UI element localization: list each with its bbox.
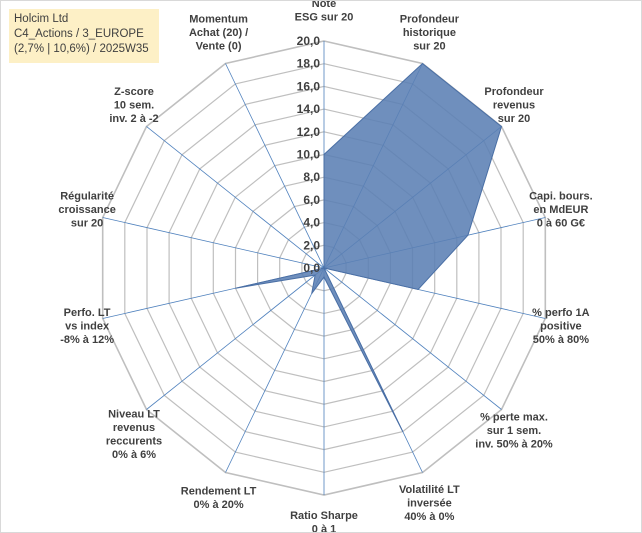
tick-label: 2,0 bbox=[303, 238, 320, 252]
axis-spoke bbox=[102, 217, 325, 269]
axis-spoke bbox=[225, 267, 325, 473]
axis-label: Note ESG sur 20 bbox=[295, 1, 354, 24]
tick-label: 4,0 bbox=[303, 216, 320, 230]
info-box: Holcim Ltd C4_Actions / 3_EUROPE (2,7% |… bbox=[9, 9, 159, 63]
axis-label: Perfo. LT vs index -8% à 12% bbox=[60, 307, 114, 346]
tick-label: 0,0 bbox=[303, 261, 320, 275]
period-label: (2,7% | 10,6%) / 2025W35 bbox=[14, 43, 149, 55]
tick-label: 12,0 bbox=[297, 125, 321, 139]
tick-label: 10,0 bbox=[297, 148, 321, 162]
tick-label: 8,0 bbox=[303, 170, 320, 184]
axis-label: Profondeur historique sur 20 bbox=[400, 13, 460, 52]
axis-spoke bbox=[146, 126, 325, 269]
axis-label: Profondeur revenus sur 20 bbox=[484, 86, 544, 125]
tick-label: 14,0 bbox=[297, 102, 321, 116]
company-name: Holcim Ltd bbox=[14, 13, 69, 25]
axis-label: % perfo 1A positive 50% à 80% bbox=[532, 307, 590, 346]
axis-label: Ratio Sharpe 0 à 1 bbox=[290, 510, 358, 533]
tick-label: 18,0 bbox=[297, 57, 321, 71]
series-area bbox=[235, 62, 503, 432]
axis-label: Momentum Achat (20) / Vente (0) bbox=[189, 13, 248, 52]
axis-spoke bbox=[146, 267, 325, 410]
category-label: C4_Actions / 3_EUROPE bbox=[14, 28, 144, 40]
tick-label: 20,0 bbox=[297, 34, 321, 48]
axis-label: Z-score 10 sem. inv. 2 à -2 bbox=[109, 86, 158, 125]
tick-label: 16,0 bbox=[297, 79, 321, 93]
axis-spoke bbox=[323, 267, 502, 410]
axis-label: Régularité croissance sur 20 bbox=[58, 191, 115, 230]
axis-label: Niveau LT revenus reccurents 0% à 6% bbox=[106, 409, 162, 462]
axis-label: % perte max. sur 1 sem. inv. 50% à 20% bbox=[475, 412, 553, 451]
axis-label: Rendement LT 0% à 20% bbox=[181, 485, 257, 511]
axis-label: Capi. bours. en MdEUR 0 à 60 G€ bbox=[529, 191, 593, 230]
axis-spoke bbox=[225, 63, 325, 269]
axis-label: Volatilité LT inversée 40% à 0% bbox=[399, 484, 460, 523]
tick-label: 6,0 bbox=[303, 193, 320, 207]
